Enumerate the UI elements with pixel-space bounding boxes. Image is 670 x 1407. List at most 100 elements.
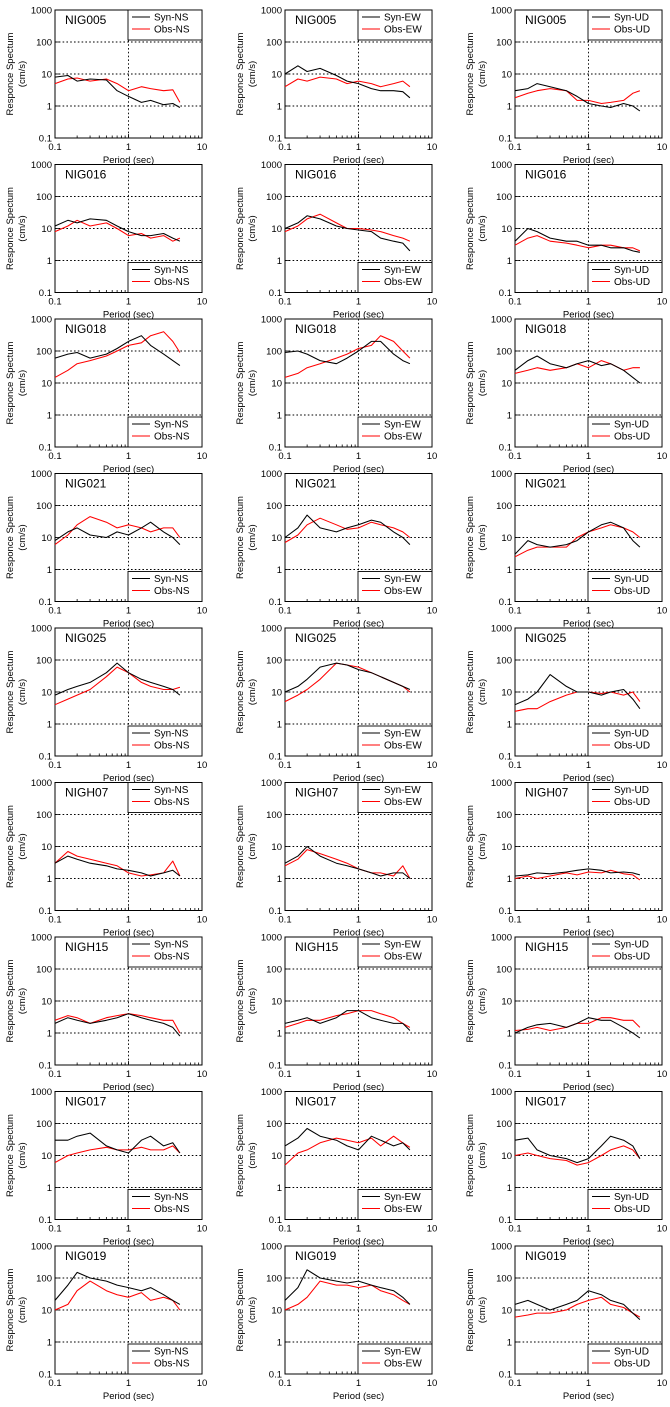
legend-box (127, 1343, 203, 1375)
legend-label-obs-ew: Obs-EW (384, 1204, 422, 1215)
y-tick-label: 1 (47, 256, 52, 267)
y-tick-label: 0.1 (499, 442, 512, 453)
legend-box (357, 262, 433, 293)
y-tick-label: 1 (47, 565, 52, 576)
y-tick-label: 10 (41, 842, 52, 853)
x-tick-label: 1 (356, 297, 361, 308)
x-tick-label: 10 (427, 760, 438, 771)
station-title: NIG017 (525, 1095, 567, 1109)
y-tick-label: 1 (47, 1183, 52, 1194)
legend-label-obs-ns: Obs-NS (154, 277, 190, 288)
legend-box (587, 725, 663, 757)
legend-box (357, 9, 433, 41)
legend-label-syn-ew: Syn-EW (384, 13, 421, 24)
y-tick-label: 1000 (261, 1087, 282, 1098)
y-axis-label: Responce Spectum (235, 187, 246, 270)
station-title: NIG025 (295, 631, 337, 645)
chart-nigh07-ns: 0.1 1 10 100 1000 0.1 1 10 Period (sec) Responce … (5, 778, 207, 939)
y-axis-unit-label: (cm/s) (477, 524, 488, 550)
y-tick-label: 1000 (491, 1087, 512, 1098)
y-tick-label: 1 (507, 101, 512, 112)
series-line-syn-ns (54, 335, 181, 367)
y-tick-label: 1000 (31, 778, 52, 789)
legend-box (357, 936, 433, 968)
legend-box (587, 571, 663, 602)
chart-nig016-ew: 0.1 1 10 100 1000 0.1 1 10 Period (sec) Responce … (235, 160, 437, 321)
y-axis-label: Responce Spectum (5, 805, 16, 888)
y-tick-label: 100 (496, 964, 512, 975)
series-line-syn-ud (514, 355, 641, 384)
station-title: NIGH07 (295, 786, 339, 800)
y-tick-label: 0.1 (499, 133, 512, 144)
legend-box (587, 9, 663, 41)
y-axis-unit-label: (cm/s) (247, 988, 258, 1014)
series-line-obs-ud (514, 235, 641, 252)
y-axis-unit-label: (cm/s) (247, 1142, 258, 1168)
y-tick-label: 10 (501, 842, 512, 853)
y-tick-label: 0.1 (499, 751, 512, 762)
x-tick-label: 0.1 (278, 297, 291, 308)
x-axis-label: Period (sec) (563, 1237, 614, 1248)
y-tick-label: 10 (501, 1151, 512, 1162)
y-tick-label: 0.1 (269, 751, 282, 762)
legend-label-obs-ud: Obs-UD (614, 25, 650, 36)
station-title: NIGH15 (525, 940, 569, 954)
x-tick-label: 1 (126, 451, 131, 462)
x-tick-label: 1 (586, 760, 591, 771)
station-title: NIG016 (295, 168, 337, 182)
series-line-obs-ud (514, 869, 641, 881)
x-axis-label: Period (sec) (333, 1082, 384, 1093)
y-axis-unit-label: (cm/s) (247, 370, 258, 396)
y-tick-label: 100 (266, 655, 282, 666)
chart-nig016-ns: 0.1 1 10 100 1000 0.1 1 10 Period (sec) Responce … (5, 160, 207, 321)
y-axis-unit-label: (cm/s) (477, 1142, 488, 1168)
chart-nigh07-ud: 0.1 1 10 100 1000 0.1 1 10 Period (sec) Responce … (465, 778, 667, 939)
series-line-obs-ud (514, 360, 640, 374)
y-tick-label: 100 (496, 810, 512, 821)
station-title: NIG005 (65, 13, 107, 27)
x-tick-label: 0.1 (48, 1224, 61, 1235)
y-tick-label: 1 (507, 1028, 512, 1039)
legend-box (587, 782, 663, 813)
y-tick-label: 1000 (491, 932, 512, 943)
series-line-syn-ud (514, 227, 641, 253)
y-tick-label: 0.1 (39, 906, 52, 917)
x-axis-label: Period (sec) (103, 928, 154, 939)
x-axis-label: Period (sec) (333, 464, 384, 475)
legend-label-obs-ud: Obs-UD (614, 741, 650, 752)
x-tick-label: 0.1 (48, 760, 61, 771)
station-title: NIG017 (295, 1095, 337, 1109)
y-tick-label: 100 (36, 964, 52, 975)
y-tick-label: 1 (277, 719, 282, 730)
y-axis-label: Responce Spectum (235, 1114, 246, 1197)
station-title: NIG019 (65, 1249, 107, 1263)
legend-box (127, 416, 203, 448)
series-line-obs-ud (514, 1145, 641, 1166)
x-tick-label: 10 (657, 915, 668, 926)
x-axis-label: Period (sec) (103, 773, 154, 784)
legend-label-obs-ud: Obs-UD (614, 432, 650, 443)
y-tick-label: 100 (266, 1119, 282, 1130)
chart-nig005-ew: 0.1 1 10 100 1000 0.1 1 10 Period (sec) Responce … (235, 5, 437, 166)
x-tick-label: 0.1 (508, 1224, 521, 1235)
y-tick-label: 10 (501, 69, 512, 80)
y-axis-label: Responce Spectum (235, 959, 246, 1042)
y-tick-label: 1000 (491, 5, 512, 16)
y-axis-label: Responce Spectum (5, 1114, 16, 1197)
legend-label-obs-ns: Obs-NS (154, 741, 190, 752)
legend-label-obs-ns: Obs-NS (154, 25, 190, 36)
x-tick-label: 0.1 (508, 1378, 521, 1389)
x-tick-label: 0.1 (48, 606, 61, 617)
x-tick-label: 1 (356, 1224, 361, 1235)
y-tick-label: 0.1 (39, 442, 52, 453)
series-line-syn-ew (284, 1010, 411, 1031)
x-tick-label: 0.1 (278, 1069, 291, 1080)
y-tick-label: 0.1 (39, 1060, 52, 1071)
y-axis-label: Responce Spectum (235, 650, 246, 733)
